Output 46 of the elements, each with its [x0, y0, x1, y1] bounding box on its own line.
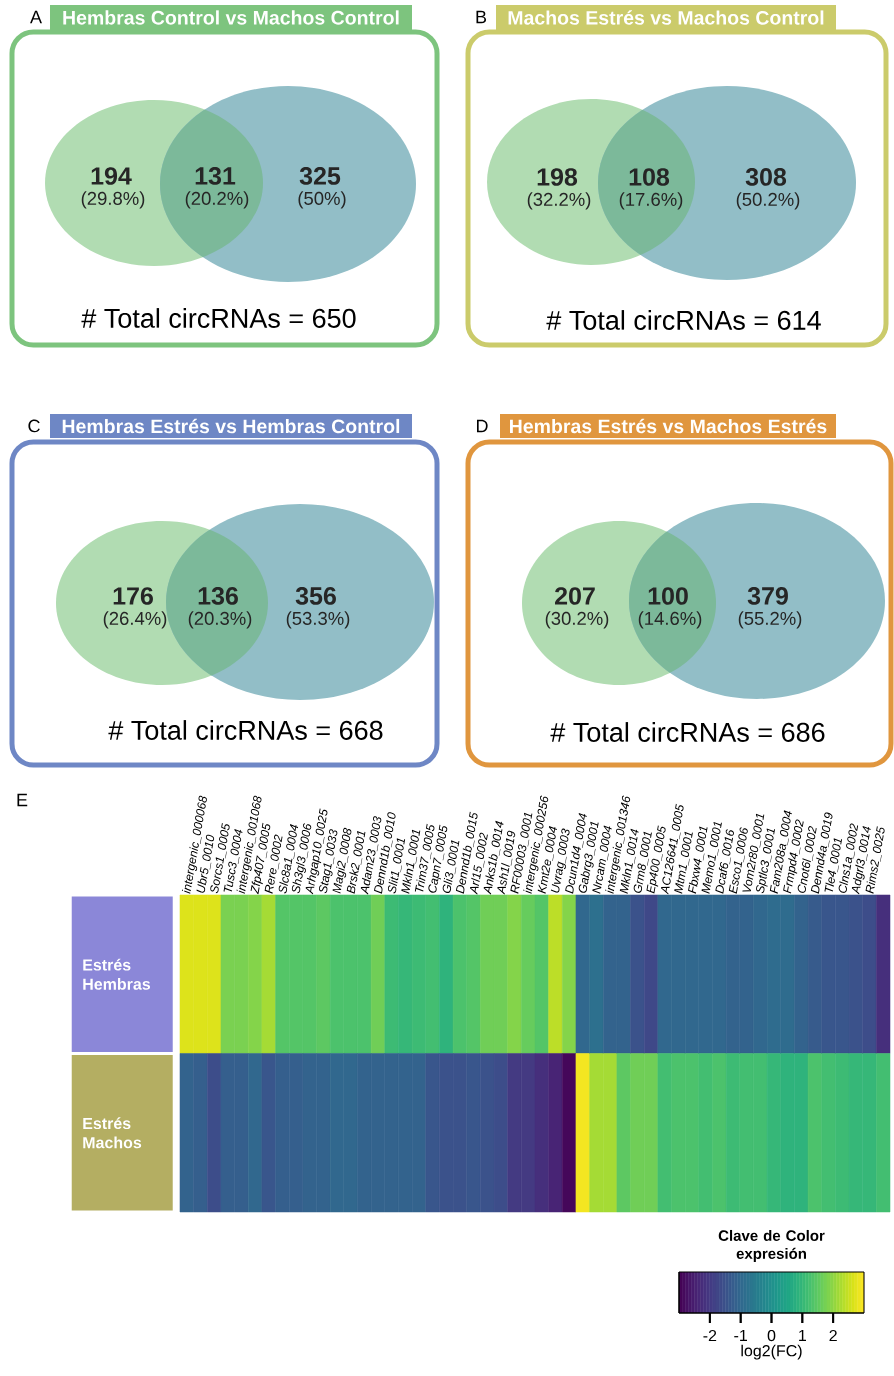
text: A [30, 10, 42, 24]
data-label: 131 [195, 167, 236, 185]
color-bar-label: 1 [799, 1329, 806, 1341]
data-label: 176 [113, 587, 153, 605]
color-bar-label: -1 [734, 1329, 747, 1341]
text: # Total circRNAs = 614 [546, 310, 821, 330]
text: (50%) [298, 191, 346, 209]
y-tick-label: Estrés Machos [83, 1117, 142, 1149]
text: # Total circRNAs = 650 [81, 308, 356, 328]
text: (26.4%) [103, 611, 167, 629]
data-label: 207 [555, 587, 595, 605]
text: D [476, 419, 488, 433]
data-label: 308 [745, 168, 787, 186]
text: (14.6%) [638, 611, 702, 629]
data-label: 194 [91, 167, 132, 185]
data-label: 356 [295, 587, 336, 605]
data-label: 198 [537, 168, 578, 186]
color-bar-title: log2(FC) [741, 1344, 802, 1360]
text: (55.2%) [738, 611, 802, 629]
legend-title: Clave de Color expresión [718, 1229, 825, 1262]
color-bar-label: 0 [767, 1329, 776, 1342]
text: (53.3%) [286, 611, 350, 629]
text: (20.2%) [185, 191, 249, 209]
text: (20.3%) [188, 611, 252, 629]
color-bar-label: -2 [703, 1329, 717, 1342]
text: (17.6%) [619, 192, 683, 210]
data-label: 379 [747, 587, 788, 605]
data-label: 136 [198, 587, 238, 605]
text: (29.8%) [81, 191, 145, 209]
text: C [28, 419, 40, 433]
text: Hembras Control vs Machos Control [63, 10, 399, 25]
data-label: 108 [629, 168, 670, 186]
color-bar-label: 2 [829, 1329, 837, 1342]
text: # Total circRNAs = 668 [108, 720, 383, 740]
text: Machos Estrés vs Machos Control [508, 10, 824, 25]
data-label: 100 [648, 587, 688, 605]
text: B [476, 10, 487, 24]
text: Hembras Estrés vs Machos Estrés [510, 418, 827, 434]
text: (30.2%) [545, 611, 609, 629]
text: Hembras Estrés vs Hembras Control [62, 418, 400, 434]
text: # Total circRNAs = 686 [550, 722, 825, 742]
data-label: 325 [299, 167, 341, 185]
y-tick-label: Estrés Hembras [83, 958, 151, 990]
text: E [17, 793, 28, 807]
text: (32.2%) [527, 192, 591, 210]
text: (50.2%) [736, 192, 800, 210]
